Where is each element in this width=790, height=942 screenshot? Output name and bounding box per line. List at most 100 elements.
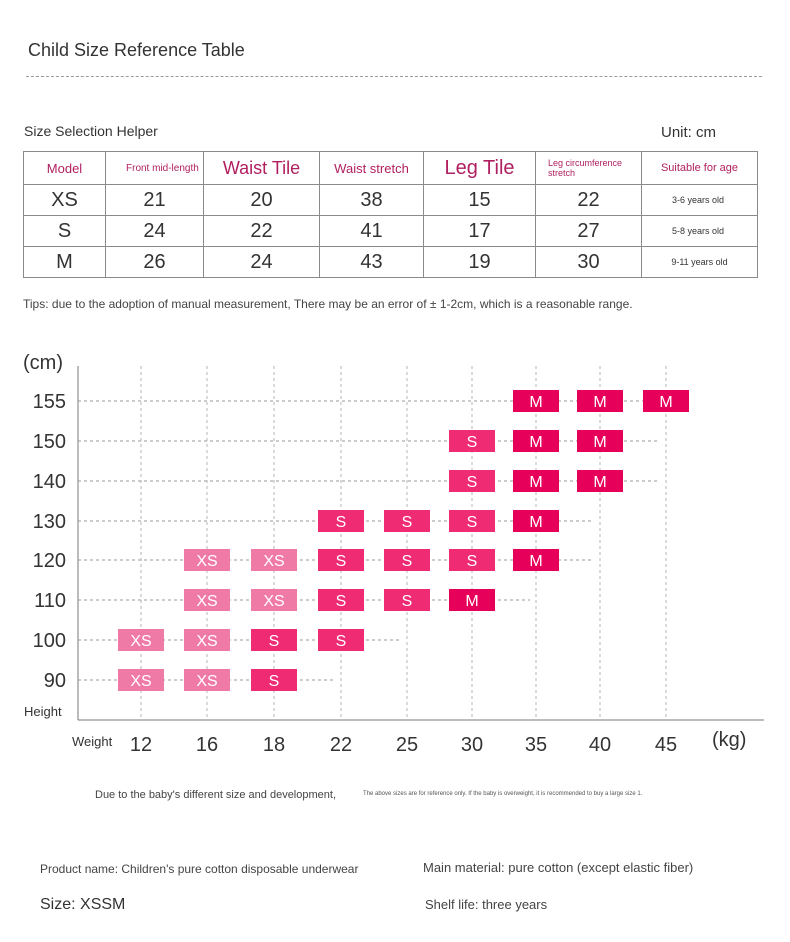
size-mark-box	[184, 589, 230, 611]
y-tick-label: 110	[34, 590, 66, 612]
x-tick-label: 25	[396, 734, 418, 756]
x-tick-label: 45	[655, 734, 677, 756]
table-cell: 26	[105, 246, 204, 278]
size-table: Model Front mid-length Waist Tile Waist …	[23, 151, 758, 278]
product-name: Product name: Children's pure cotton dis…	[40, 862, 359, 876]
size-mark-label: M	[593, 474, 606, 491]
size-mark-box	[251, 589, 297, 611]
size-mark-box	[318, 549, 364, 571]
size-mark-m: M	[513, 510, 559, 532]
x-tick-label: 12	[130, 734, 152, 756]
table-row: XS 21 20 38 15 22 3-6 years old	[23, 184, 758, 216]
size-mark-m: M	[577, 430, 623, 452]
size-mark-box	[318, 510, 364, 532]
table-row: M 26 24 43 19 30 9-11 years old	[23, 246, 758, 278]
header-suitable-age: Suitable for age	[641, 151, 758, 185]
size-mark-box	[449, 589, 495, 611]
size-mark-label: S	[269, 673, 280, 690]
x-axis-title: Weight	[72, 734, 113, 749]
size-mark-label: M	[529, 394, 542, 411]
table-cell: 27	[535, 215, 642, 247]
size-mark-label: S	[402, 553, 413, 570]
x-tick-label: 30	[461, 734, 483, 756]
size-mark-label: XS	[263, 593, 284, 610]
size-mark-box	[384, 549, 430, 571]
size-mark-box	[184, 629, 230, 651]
product-shelf-life: Shelf life: three years	[425, 897, 548, 912]
size-mark-box	[318, 629, 364, 651]
helper-title: Size Selection Helper	[24, 123, 158, 139]
size-chart: 90 100 110 120 130 140 150 155 12 16 18 22 25 30 35 40 4…	[23, 352, 764, 756]
size-mark-box	[513, 549, 559, 571]
table-cell: 9-11 years old	[641, 246, 758, 278]
size-mark-box	[384, 589, 430, 611]
size-mark-label: XS	[196, 553, 217, 570]
size-mark-m: M	[449, 589, 495, 611]
size-mark-box	[251, 629, 297, 651]
size-mark-xs: XS	[184, 629, 230, 651]
table-cell: M	[23, 246, 106, 278]
tips-text: Tips: due to the adoption of manual meas…	[23, 297, 633, 311]
size-mark-box	[184, 669, 230, 691]
size-mark-label: M	[529, 553, 542, 570]
title-divider	[26, 76, 762, 77]
size-mark-m: M	[513, 390, 559, 412]
size-mark-label: M	[659, 394, 672, 411]
size-mark-box	[118, 669, 164, 691]
size-mark-xs: XS	[184, 549, 230, 571]
size-mark-label: M	[465, 593, 478, 610]
size-mark-m: M	[643, 390, 689, 412]
size-mark-xs: XS	[118, 669, 164, 691]
table-row: S 24 22 41 17 27 5-8 years old	[23, 215, 758, 247]
product-size: Size: XSSM	[40, 896, 126, 913]
table-header-row: Model Front mid-length Waist Tile Waist …	[23, 151, 758, 185]
size-mark-label: XS	[130, 633, 151, 650]
header-waist-tile: Waist Tile	[203, 151, 320, 185]
size-mark-label: S	[269, 633, 280, 650]
size-mark-label: S	[467, 434, 478, 451]
y-tick-label: 150	[33, 431, 66, 453]
size-mark-label: XS	[130, 673, 151, 690]
size-mark-xs: XS	[251, 549, 297, 571]
table-cell: 30	[535, 246, 642, 278]
size-mark-s: S	[449, 510, 495, 532]
size-mark-m: M	[577, 390, 623, 412]
size-mark-m: M	[513, 549, 559, 571]
size-mark-box	[449, 549, 495, 571]
x-tick-label: 18	[263, 734, 285, 756]
table-cell: 3-6 years old	[641, 184, 758, 216]
size-mark-label: S	[336, 553, 347, 570]
size-mark-s: S	[449, 470, 495, 492]
page-title: Child Size Reference Table	[28, 40, 245, 60]
size-mark-s: S	[384, 589, 430, 611]
y-unit-label: (cm)	[23, 352, 63, 374]
note-main: Due to the baby's different size and dev…	[95, 789, 336, 801]
x-tick-label: 22	[330, 734, 352, 756]
size-mark-label: S	[467, 514, 478, 531]
unit-label: Unit: cm	[661, 124, 717, 141]
table-cell: 43	[319, 246, 424, 278]
size-mark-label: M	[529, 514, 542, 531]
table-cell: S	[23, 215, 106, 247]
header-leg-circumference-stretch: Leg circumference stretch	[535, 151, 642, 185]
size-mark-label: S	[336, 633, 347, 650]
size-mark-box	[251, 549, 297, 571]
product-material: Main material: pure cotton (except elast…	[423, 860, 694, 875]
size-mark-box	[184, 549, 230, 571]
size-mark-box	[449, 510, 495, 532]
table-cell: 15	[423, 184, 536, 216]
size-mark-label: S	[402, 514, 413, 531]
size-mark-label: S	[336, 593, 347, 610]
size-mark-label: XS	[196, 593, 217, 610]
note-small: The above sizes are for reference only. …	[363, 791, 643, 797]
size-mark-label: S	[402, 593, 413, 610]
size-mark-xs: XS	[251, 589, 297, 611]
header-leg-tile: Leg Tile	[423, 151, 536, 185]
size-mark-label: S	[467, 553, 478, 570]
table-cell: 22	[535, 184, 642, 216]
size-mark-s: S	[449, 549, 495, 571]
y-tick-label: 130	[33, 511, 66, 533]
size-mark-label: M	[593, 394, 606, 411]
header-front-mid-length: Front mid-length	[105, 151, 204, 185]
table-cell: 22	[203, 215, 320, 247]
